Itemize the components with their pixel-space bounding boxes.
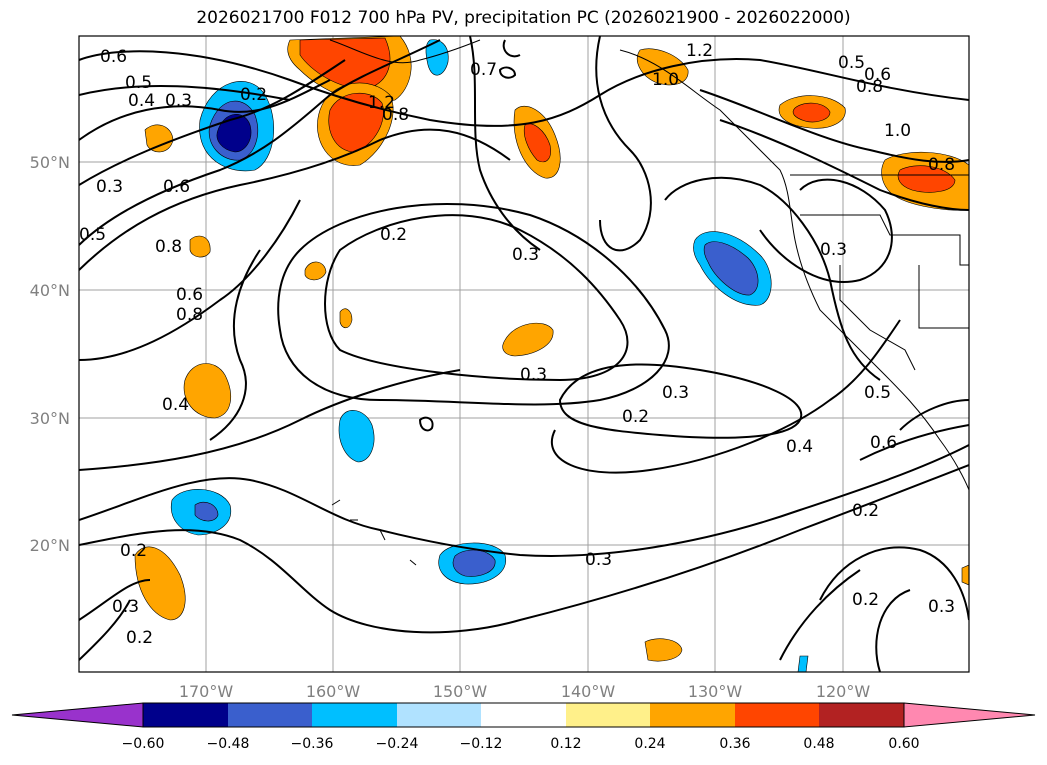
contour-label: 0.4 [786, 437, 813, 457]
contour-label: 0.3 [928, 597, 955, 617]
colorbar-extend-max [903, 702, 1036, 728]
colorbar-segment [735, 703, 819, 727]
lon-label-160w: 160°W [306, 682, 361, 701]
colorbar-segment [481, 703, 566, 727]
contour-label: 0.8 [856, 77, 883, 97]
colorbar-tick: −0.60 [122, 736, 165, 752]
colorbar-extend-min [11, 702, 144, 728]
contour-labels: 0.6 0.5 0.4 0.3 0.2 0.3 0.6 0.5 0.8 1.2 … [79, 41, 955, 648]
contour-label: 0.3 [520, 365, 547, 385]
colorbar-tick: 0.36 [719, 736, 750, 752]
contour-label: 0.2 [240, 85, 267, 105]
gridlines [79, 36, 969, 672]
contour-label: 0.2 [852, 501, 879, 521]
contour-label: 0.3 [662, 383, 689, 403]
colorbar-tick: −0.48 [207, 736, 250, 752]
colorbar-tick: 0.48 [803, 736, 834, 752]
colorbar-segment [566, 703, 650, 727]
contour-label: 0.6 [864, 65, 891, 85]
colorbar-segment [312, 703, 397, 727]
colorbar-tick: −0.36 [291, 736, 334, 752]
contour-label: 0.2 [852, 590, 879, 610]
lon-label-130w: 130°W [688, 682, 743, 701]
contour-label: 0.6 [163, 177, 190, 197]
contour-label: 0.3 [585, 550, 612, 570]
contour-label: 0.8 [176, 305, 203, 325]
contour-label: 1.2 [368, 93, 395, 113]
colorbar-segment [143, 703, 228, 727]
map-title: 2026021700 F012 700 hPa PV, precipitatio… [196, 8, 851, 28]
contour-label: 0.7 [470, 60, 497, 80]
lat-label-40n: 40°N [30, 281, 70, 300]
map-frame [78, 35, 970, 673]
contour-label: 0.5 [125, 73, 152, 93]
colorbar-segment [819, 703, 904, 727]
lon-label-120w: 120°W [816, 682, 871, 701]
contour-label: 0.2 [380, 225, 407, 245]
lon-label-150w: 150°W [433, 682, 488, 701]
contour-label: 0.8 [155, 237, 182, 257]
lat-labels: 50°N 40°N 30°N 20°N [30, 153, 70, 555]
contour-label: 0.3 [820, 240, 847, 260]
colorbar-tick: 0.24 [634, 736, 665, 752]
contour-label: 0.3 [112, 597, 139, 617]
contour-label: 0.4 [128, 91, 155, 111]
colorbar: −0.60 −0.48 −0.36 −0.24 −0.12 0.12 0.24 … [11, 702, 1036, 752]
contour-label: 0.6 [870, 433, 897, 453]
contour-label: 0.8 [382, 105, 409, 125]
lon-label-140w: 140°W [561, 682, 616, 701]
precip-blobs [134, 36, 969, 672]
colorbar-tick: −0.12 [460, 736, 503, 752]
contour-label: 0.2 [622, 407, 649, 427]
contour-label: 1.0 [884, 121, 911, 141]
colorbar-tick: 0.60 [888, 736, 919, 752]
contour-label: 0.3 [165, 91, 192, 111]
contour-label: 1.0 [652, 70, 679, 90]
colorbar-outline [142, 702, 905, 728]
contour-label: 0.2 [126, 628, 153, 648]
colorbar-segment [650, 703, 735, 727]
contour-label: 1.2 [686, 41, 713, 61]
lon-label-170w: 170°W [179, 682, 234, 701]
colorbar-tick: 0.12 [550, 736, 581, 752]
contour-label: 0.5 [838, 53, 865, 73]
contour-label: 0.2 [120, 541, 147, 561]
colorbar-tick: −0.24 [376, 736, 419, 752]
contour-label: 0.6 [176, 285, 203, 305]
contour-label: 0.4 [162, 395, 189, 415]
lat-label-30n: 30°N [30, 409, 70, 428]
coastlines [329, 39, 969, 566]
contour-label: 0.5 [79, 225, 106, 245]
lon-labels: 170°W 160°W 150°W 140°W 130°W 120°W [179, 682, 871, 701]
contour-label: 0.6 [100, 47, 127, 67]
pv-contours [79, 36, 969, 672]
contour-label: 0.8 [928, 155, 955, 175]
colorbar-segment [397, 703, 481, 727]
contour-label: 0.3 [512, 245, 539, 265]
colorbar-segment [228, 703, 312, 727]
contour-label: 0.3 [96, 177, 123, 197]
contour-label: 0.5 [864, 383, 891, 403]
lat-label-50n: 50°N [30, 153, 70, 172]
lat-label-20n: 20°N [30, 536, 70, 555]
